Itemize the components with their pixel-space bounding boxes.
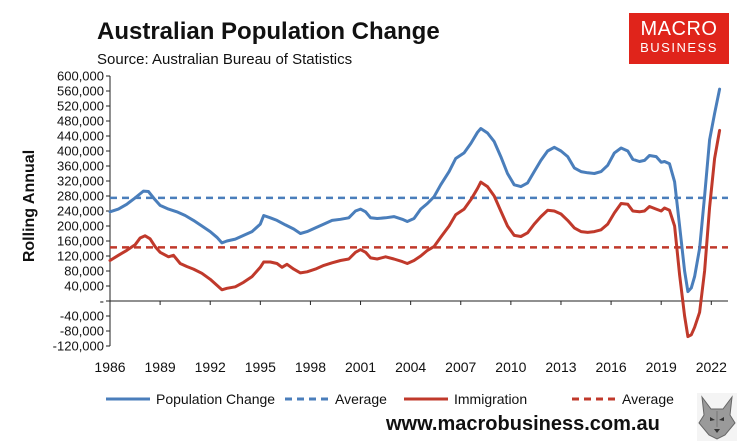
y-tick-label: 480,000 (57, 114, 104, 129)
legend-label: Average (622, 391, 674, 407)
logo-line2: BUSINESS (640, 40, 718, 55)
x-tick-label: 2010 (495, 359, 526, 375)
x-tick-label: 2007 (445, 359, 476, 375)
y-tick-label: 560,000 (57, 84, 104, 99)
y-tick-label: 440,000 (57, 129, 104, 144)
x-tick-label: 2019 (646, 359, 677, 375)
y-tick-label: - (100, 294, 104, 309)
series-immigration-line (108, 128, 722, 339)
x-tick-label: 1995 (245, 359, 276, 375)
y-tick-label: 320,000 (57, 174, 104, 189)
legend-label: Population Change (156, 391, 275, 407)
y-tick-label: 120,000 (57, 249, 104, 264)
series-layer (108, 87, 728, 339)
x-tick-label: 1992 (195, 359, 226, 375)
y-tick-label: 200,000 (57, 219, 104, 234)
x-tick-label: 2016 (596, 359, 627, 375)
footer-url[interactable]: www.macrobusiness.com.au (386, 413, 660, 435)
chart-title: Australian Population Change (97, 18, 440, 45)
y-tick-label: 600,000 (57, 69, 104, 84)
x-tick-label: 1986 (94, 359, 125, 375)
series-population-change-line (108, 87, 722, 294)
y-tick-label: 360,000 (57, 159, 104, 174)
y-tick-label: 520,000 (57, 99, 104, 114)
x-tick-label: 2013 (545, 359, 576, 375)
x-tick-label: 1998 (295, 359, 326, 375)
x-tick-label: 2001 (345, 359, 376, 375)
y-axis-title: Rolling Annual (21, 150, 38, 262)
y-tick-label: 40,000 (64, 279, 104, 294)
y-axis: 600,000560,000520,000480,000440,000400,0… (53, 69, 111, 354)
wolf-logo-icon (697, 393, 737, 441)
x-tick-label: 2004 (395, 359, 426, 375)
x-tick-label: 1989 (145, 359, 176, 375)
legend-label: Immigration (454, 391, 527, 407)
logo-line1: MACRO (640, 18, 718, 40)
y-tick-label: 160,000 (57, 234, 104, 249)
legend: Population Change Average Immigration Avera… (106, 391, 674, 407)
y-tick-label: -80,000 (60, 324, 104, 339)
y-tick-label: 80,000 (64, 264, 104, 279)
y-tick-label: 280,000 (57, 189, 104, 204)
x-tick-label: 2022 (696, 359, 727, 375)
macrobusiness-logo: MACRO BUSINESS (629, 13, 729, 64)
y-tick-label: -40,000 (60, 309, 104, 324)
y-tick-label: 400,000 (57, 144, 104, 159)
y-tick-label: -120,000 (53, 339, 104, 354)
legend-label: Average (335, 391, 387, 407)
x-axis: 1986 1989 1992 1995 1998 2001 2004 2007 2010 2013… (94, 300, 728, 375)
y-tick-label: 240,000 (57, 204, 104, 219)
chart-subtitle: Source: Australian Bureau of Statistics (97, 51, 353, 68)
